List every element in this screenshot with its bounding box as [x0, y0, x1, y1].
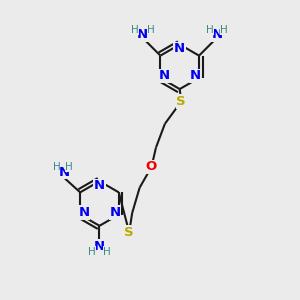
- Text: N: N: [211, 28, 222, 41]
- Text: N: N: [174, 42, 185, 56]
- Text: N: N: [94, 179, 105, 192]
- Text: N: N: [190, 69, 201, 82]
- Text: N: N: [58, 166, 69, 178]
- Text: N: N: [159, 69, 170, 82]
- Text: H: H: [147, 25, 154, 35]
- Text: H: H: [103, 247, 111, 257]
- Text: H: H: [220, 25, 228, 35]
- Text: H: H: [52, 162, 60, 172]
- Text: S: S: [124, 226, 134, 239]
- Text: N: N: [79, 206, 90, 219]
- Text: S: S: [176, 95, 186, 108]
- Text: N: N: [94, 239, 105, 253]
- Text: H: H: [88, 247, 96, 257]
- Text: H: H: [131, 25, 139, 35]
- Text: N: N: [137, 28, 148, 41]
- Text: O: O: [146, 160, 157, 173]
- Text: H: H: [206, 25, 213, 35]
- Text: H: H: [65, 162, 73, 172]
- Text: N: N: [110, 206, 121, 219]
